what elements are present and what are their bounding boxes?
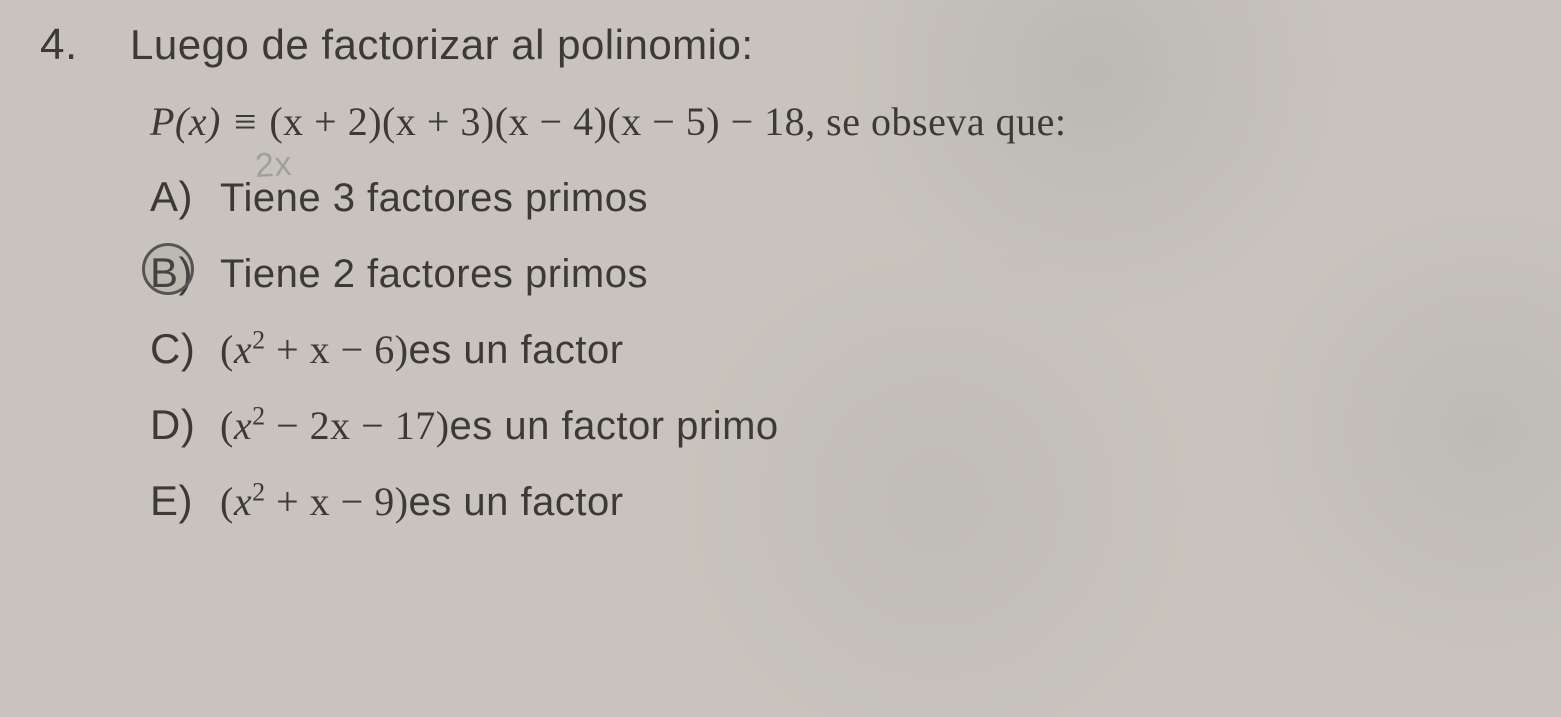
paren-open: (: [220, 403, 234, 448]
var-x: x: [234, 327, 252, 372]
option-B: B) Tiene 2 factores primos: [40, 249, 1521, 297]
var-x: x: [234, 479, 252, 524]
option-D: D) (x2 − 2x − 17) es un factor primo: [40, 401, 1521, 449]
question-title-text: Luego de factorizar al polinomio:: [130, 21, 754, 69]
exp-2: 2: [252, 402, 266, 431]
option-expr-E: (x2 + x − 9): [220, 478, 409, 525]
expr-rest: − 2x − 17): [266, 403, 450, 448]
option-text-C: es un factor: [409, 328, 624, 373]
option-letter-B: B): [150, 249, 220, 297]
option-text-D: es un factor primo: [450, 404, 779, 449]
option-letter-D: D): [150, 401, 220, 449]
question-number: 4.: [40, 20, 130, 70]
option-expr-D: (x2 − 2x − 17): [220, 402, 450, 449]
option-letter-E: E): [150, 477, 220, 525]
option-E: E) (x2 + x − 9) es un factor: [40, 477, 1521, 525]
option-expr-C: (x2 + x − 6): [220, 326, 409, 373]
expr-rest: + x − 9): [266, 479, 409, 524]
poly-rhs: (x + 2)(x + 3)(x − 4)(x − 5) − 18, se ob…: [269, 99, 1066, 144]
exercise-page: 4. Luego de factorizar al polinomio: P(x…: [0, 0, 1561, 525]
option-C: C) (x2 + x − 6) es un factor: [40, 325, 1521, 373]
option-text-E: es un factor: [409, 480, 624, 525]
exp-2: 2: [252, 326, 266, 355]
exp-2: 2: [252, 478, 266, 507]
question-title-line: 4. Luego de factorizar al polinomio:: [40, 20, 1521, 70]
option-letter-A: A): [150, 173, 220, 221]
handwriting-2x: 2x: [254, 145, 293, 186]
poly-lhs: P(x) ≡: [150, 99, 259, 144]
paren-open: (: [220, 479, 234, 524]
polynomial-line: P(x) ≡ (x + 2)(x + 3)(x − 4)(x − 5) − 18…: [40, 98, 1521, 145]
var-x: x: [234, 403, 252, 448]
pencil-circle-icon: [142, 243, 194, 295]
paren-open: (: [220, 327, 234, 372]
option-letter-C: C): [150, 325, 220, 373]
expr-rest: + x − 6): [266, 327, 409, 372]
polynomial-expression: P(x) ≡ (x + 2)(x + 3)(x − 4)(x − 5) − 18…: [150, 98, 1066, 145]
option-text-B: Tiene 2 factores primos: [220, 252, 648, 297]
